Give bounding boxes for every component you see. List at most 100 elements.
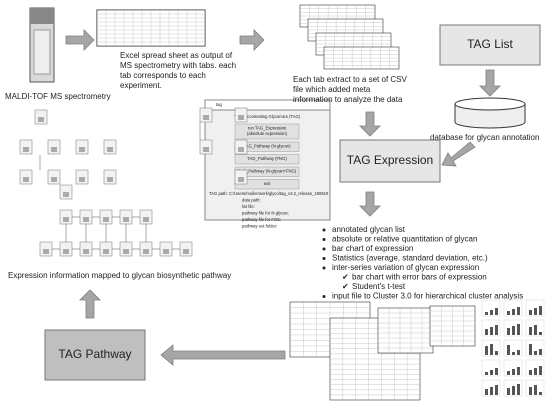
pathway-bar — [38, 117, 44, 122]
mini-bar — [507, 371, 510, 375]
mini-bar — [534, 351, 537, 355]
mini-bar — [517, 324, 520, 335]
mini-bar — [485, 312, 488, 315]
mini-bar — [534, 368, 537, 375]
pathway-bar — [123, 249, 129, 254]
dialog-field: pathway file for N-glycan: — [242, 211, 289, 216]
feature: absolute or relative quantitation of gly… — [332, 235, 477, 244]
database — [454, 97, 526, 129]
excel-caption: Excel spread sheet as output of — [120, 51, 233, 60]
dialog-title: tag — [216, 102, 222, 107]
arrow — [65, 29, 95, 51]
pathway-bar — [203, 147, 209, 152]
mini-bar — [529, 327, 532, 335]
mini-bar — [490, 370, 493, 375]
csv-caption: information to analyze the data — [293, 95, 403, 104]
pathway-bar — [103, 217, 109, 222]
pathway-bar — [43, 249, 49, 254]
mini-bar — [517, 384, 520, 395]
dialog-field: pathway out folder: — [242, 224, 277, 229]
mini-bar — [507, 311, 510, 315]
bullet — [322, 266, 326, 270]
pathway-bar — [238, 147, 244, 152]
pathway-bar — [123, 217, 129, 222]
mini-bar — [507, 345, 510, 355]
pathway-bar — [23, 177, 29, 182]
mini-bar — [512, 386, 515, 395]
sub-feature: bar chart with error bars of expression — [352, 273, 487, 282]
excel-caption: MS spectrometry with tabs. each — [120, 61, 236, 70]
tag-pathway-label: TAG Pathway — [58, 347, 131, 361]
mini-bar — [517, 307, 520, 315]
mini-bar — [517, 350, 520, 355]
pathway-bar — [107, 147, 113, 152]
mini-bar — [512, 326, 515, 335]
pathway-bar — [103, 249, 109, 254]
mini-bar — [529, 387, 532, 395]
arrow — [441, 141, 476, 167]
dialog-field: list file: — [242, 204, 255, 209]
feature: bar chart of expression — [332, 244, 413, 253]
dialog-field: pathway file for FOS: — [242, 217, 281, 222]
tag-expression-box — [339, 139, 441, 183]
bullet — [322, 228, 326, 232]
mini-bar — [529, 310, 532, 315]
dialog-button — [234, 154, 300, 165]
mini-bar — [485, 389, 488, 395]
mini-bar — [512, 369, 515, 375]
tag-list-label: TAG List — [467, 37, 513, 51]
pathway-bar — [51, 177, 57, 182]
pathway-bar — [143, 249, 149, 254]
button-label: exit — [264, 181, 271, 186]
sheet — [377, 307, 434, 354]
excel-caption: experiment. — [120, 81, 162, 90]
arrow — [359, 111, 381, 137]
mini-bar — [512, 352, 515, 355]
excel-thumbnail — [96, 9, 206, 47]
mini-bar — [490, 310, 493, 315]
bullet — [322, 257, 326, 260]
bullet — [322, 247, 326, 251]
bullet — [322, 238, 326, 241]
dialog-button — [234, 123, 300, 140]
check: ✔ — [342, 282, 349, 291]
pathway-bar — [23, 147, 29, 152]
button-label: TAG_Pathway (N-glycan+FNG) — [238, 169, 297, 174]
pathway-bar — [63, 192, 69, 197]
feature: Statistics (average, standard deviation,… — [332, 254, 488, 263]
check: ✔ — [342, 273, 349, 282]
button-label: (absolute expression) — [247, 131, 288, 136]
pathway-bar — [238, 177, 244, 182]
mini-bar — [507, 328, 510, 335]
instrument-label: MALDI-TOF MS spectrometry — [5, 92, 111, 101]
button-label: TAG_Pathway (FNG) — [247, 156, 287, 161]
arrow — [479, 69, 501, 97]
feature: input file to Cluster 3.0 for hierarchic… — [332, 292, 523, 301]
pathway-bar — [83, 217, 89, 222]
pathway-bar — [83, 249, 89, 254]
output-screenshots — [289, 299, 545, 401]
mini-bar — [539, 332, 542, 335]
mini-bar — [495, 308, 498, 315]
tag-pathway-box — [44, 329, 146, 381]
button-label: TAG_Pathway (N-glycan) — [243, 144, 291, 149]
mini-bar — [534, 308, 537, 315]
mini-bar — [512, 309, 515, 315]
pathway-map — [19, 107, 248, 257]
pathway-bar — [183, 249, 189, 254]
dialog-field: TAG path: C:/Users/muller/work/glyco/tag… — [209, 191, 329, 196]
mini-bar — [490, 387, 493, 395]
excel-caption: tab corresponds to each — [120, 71, 206, 80]
tag-list-box — [439, 24, 541, 66]
tag-dialog: tag Tools accelerating Glycomics (TAG) r… — [204, 99, 331, 229]
sub-feature: Student's t-test — [352, 282, 406, 291]
dialog-field: data path: — [242, 198, 261, 203]
mini-bar — [539, 366, 542, 375]
pathway-bar — [79, 147, 85, 152]
dialog-heading: Tools accelerating Glycomics (TAG) — [234, 114, 301, 119]
mini-bar — [539, 349, 542, 355]
feature: annotated glycan list — [332, 225, 406, 234]
